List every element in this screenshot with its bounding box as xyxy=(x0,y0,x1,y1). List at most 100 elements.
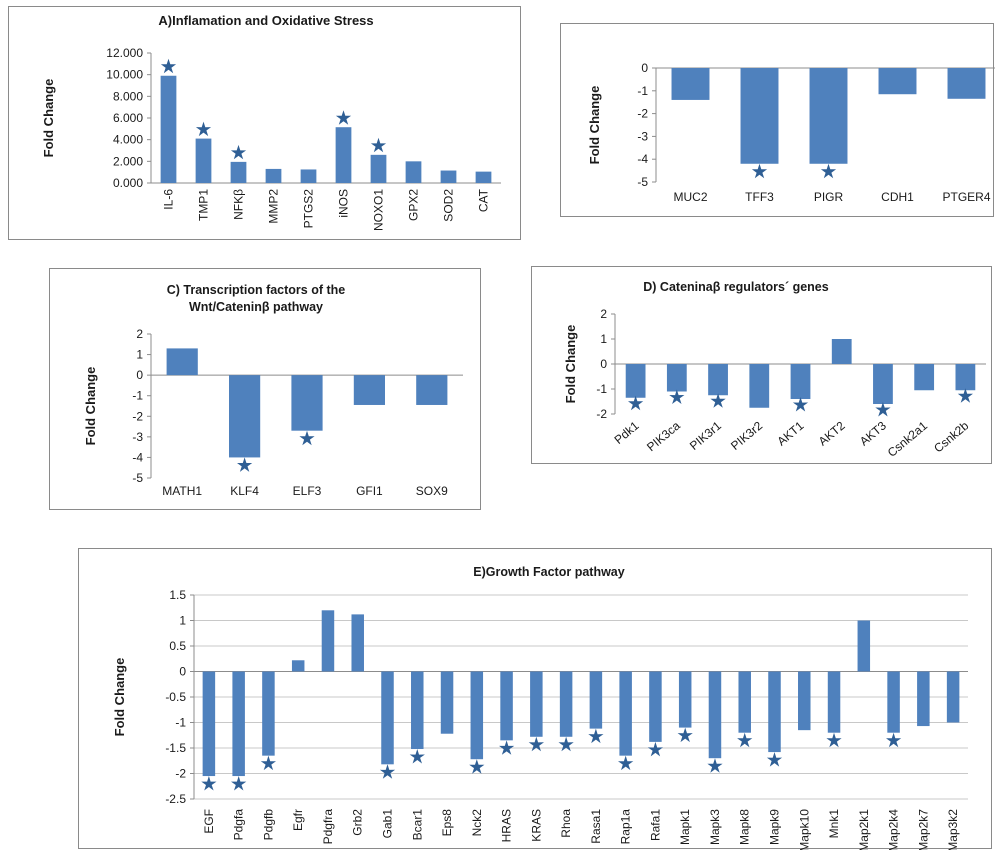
bar xyxy=(947,68,986,99)
x-tick-label: Nck2 xyxy=(470,809,484,837)
x-tick-label: Map2k7 xyxy=(916,809,930,850)
significance-star xyxy=(237,457,253,472)
y-tick-label: 12.000 xyxy=(106,46,143,60)
chart-panel-epithelial-barrier: B) Epitelial BarrierFold Change-5-4-3-2-… xyxy=(560,23,995,217)
chart-panel-catenin-regulators: D) Cateninaβ regulators´ genes Fold Chang… xyxy=(531,266,992,464)
significance-star xyxy=(707,758,723,773)
y-tick-label: -2 xyxy=(175,767,186,781)
bar xyxy=(500,671,513,741)
x-tick-label: Mapk3 xyxy=(708,809,722,845)
x-tick-label: MUC2 xyxy=(673,190,707,204)
x-tick-label: Csnk2b xyxy=(931,418,971,455)
x-tick-label: Grb2 xyxy=(351,809,365,836)
x-tick-label: NOXO1 xyxy=(372,189,386,231)
bar xyxy=(798,671,811,731)
y-tick-label: -4 xyxy=(132,450,143,464)
bar xyxy=(738,671,751,733)
x-tick-label: Gab1 xyxy=(381,809,395,839)
x-tick-label: Pdgfra xyxy=(321,809,335,845)
bar xyxy=(160,75,177,183)
bar xyxy=(351,614,364,672)
bar xyxy=(166,348,198,376)
x-tick-label: Rap1a xyxy=(619,809,633,845)
significance-star xyxy=(628,395,644,411)
significance-star xyxy=(886,732,902,748)
significance-star xyxy=(195,121,212,137)
y-tick-label: 0 xyxy=(136,368,143,382)
x-tick-label: Mapk9 xyxy=(768,809,782,845)
y-tick-label: 6.000 xyxy=(113,111,143,125)
y-tick-label: 1 xyxy=(179,614,186,628)
y-tick-label: -3 xyxy=(637,129,648,143)
bar xyxy=(873,364,893,404)
x-tick-label: SOD2 xyxy=(442,189,456,222)
y-tick-label: 0 xyxy=(179,665,186,679)
significance-star xyxy=(160,58,177,74)
x-tick-label: PIGR xyxy=(814,190,844,204)
bar xyxy=(625,364,646,398)
bar xyxy=(229,375,261,458)
y-tick-label: -3 xyxy=(132,430,143,444)
y-tick-label: -2 xyxy=(132,409,143,423)
bar xyxy=(809,68,848,164)
significance-star xyxy=(588,728,604,744)
significance-star xyxy=(820,163,837,179)
chart-panel-transcription-factors: C) Transcription factors of the Wnt/Caten… xyxy=(49,268,481,510)
y-axis-label: Fold Change xyxy=(563,325,578,404)
significance-star xyxy=(499,740,515,755)
significance-star xyxy=(737,732,753,748)
y-tick-label: 8.000 xyxy=(113,89,143,103)
bar xyxy=(440,170,457,183)
bar xyxy=(411,671,424,750)
bar xyxy=(887,671,900,733)
x-tick-label: Map2k1 xyxy=(857,809,871,850)
x-tick-label: Mapk10 xyxy=(797,809,811,850)
chart-panel-inflammation: A)Inflamation and Oxidative Stress Fold C… xyxy=(8,6,521,240)
bar xyxy=(955,364,976,391)
bar xyxy=(827,671,841,733)
significance-star xyxy=(826,732,842,748)
y-tick-label: 2 xyxy=(600,307,607,321)
y-tick-label: 2.000 xyxy=(113,154,143,168)
significance-star xyxy=(201,776,217,791)
y-tick-label: -2 xyxy=(637,107,648,121)
x-tick-label: GFI1 xyxy=(356,484,383,498)
chart-svg-growth-factor: E)Growth Factor pathway Fold Change -2.5 -2… xyxy=(112,565,968,850)
significance-star xyxy=(677,727,693,743)
x-tick-label: Eps8 xyxy=(440,809,454,837)
x-tick-label: Mnk1 xyxy=(827,809,841,839)
x-tick-label: Mapk1 xyxy=(678,809,692,845)
bar xyxy=(649,671,662,742)
x-tick-label: MMP2 xyxy=(267,189,281,224)
bar xyxy=(300,169,317,183)
x-tick-label: Mapk8 xyxy=(738,809,752,845)
significance-star xyxy=(370,137,387,153)
y-tick-label: -2.5 xyxy=(165,792,186,806)
bar xyxy=(708,671,722,759)
chart-svg-catenin-regulators: D) Cateninaβ regulators´ genes Fold Chang… xyxy=(563,280,986,460)
chart-title: D) Cateninaβ regulators´ genes xyxy=(643,280,828,294)
significance-star xyxy=(669,389,685,404)
chart-title: A)Inflamation and Oxidative Stress xyxy=(158,13,373,28)
x-tick-label: Pdgfa xyxy=(232,809,246,841)
chart-title: C) Transcription factors of the xyxy=(167,283,346,297)
x-tick-label: Csnk2a1 xyxy=(885,418,931,459)
bar xyxy=(405,161,422,183)
bar xyxy=(335,127,352,183)
bar xyxy=(678,671,692,728)
y-tick-label: -1.5 xyxy=(165,741,186,755)
significance-star xyxy=(260,755,276,771)
significance-star xyxy=(335,110,352,125)
bar xyxy=(671,68,710,100)
significance-star xyxy=(379,764,396,779)
significance-star xyxy=(469,759,485,774)
x-tick-label: HRAS xyxy=(500,809,514,842)
significance-star xyxy=(875,402,891,417)
significance-star xyxy=(231,776,247,791)
bar xyxy=(857,620,871,672)
y-tick-label: 0.5 xyxy=(169,639,186,653)
bar xyxy=(475,171,492,183)
significance-star xyxy=(957,388,973,403)
y-tick-label: 0 xyxy=(600,357,607,371)
bar xyxy=(232,671,245,777)
